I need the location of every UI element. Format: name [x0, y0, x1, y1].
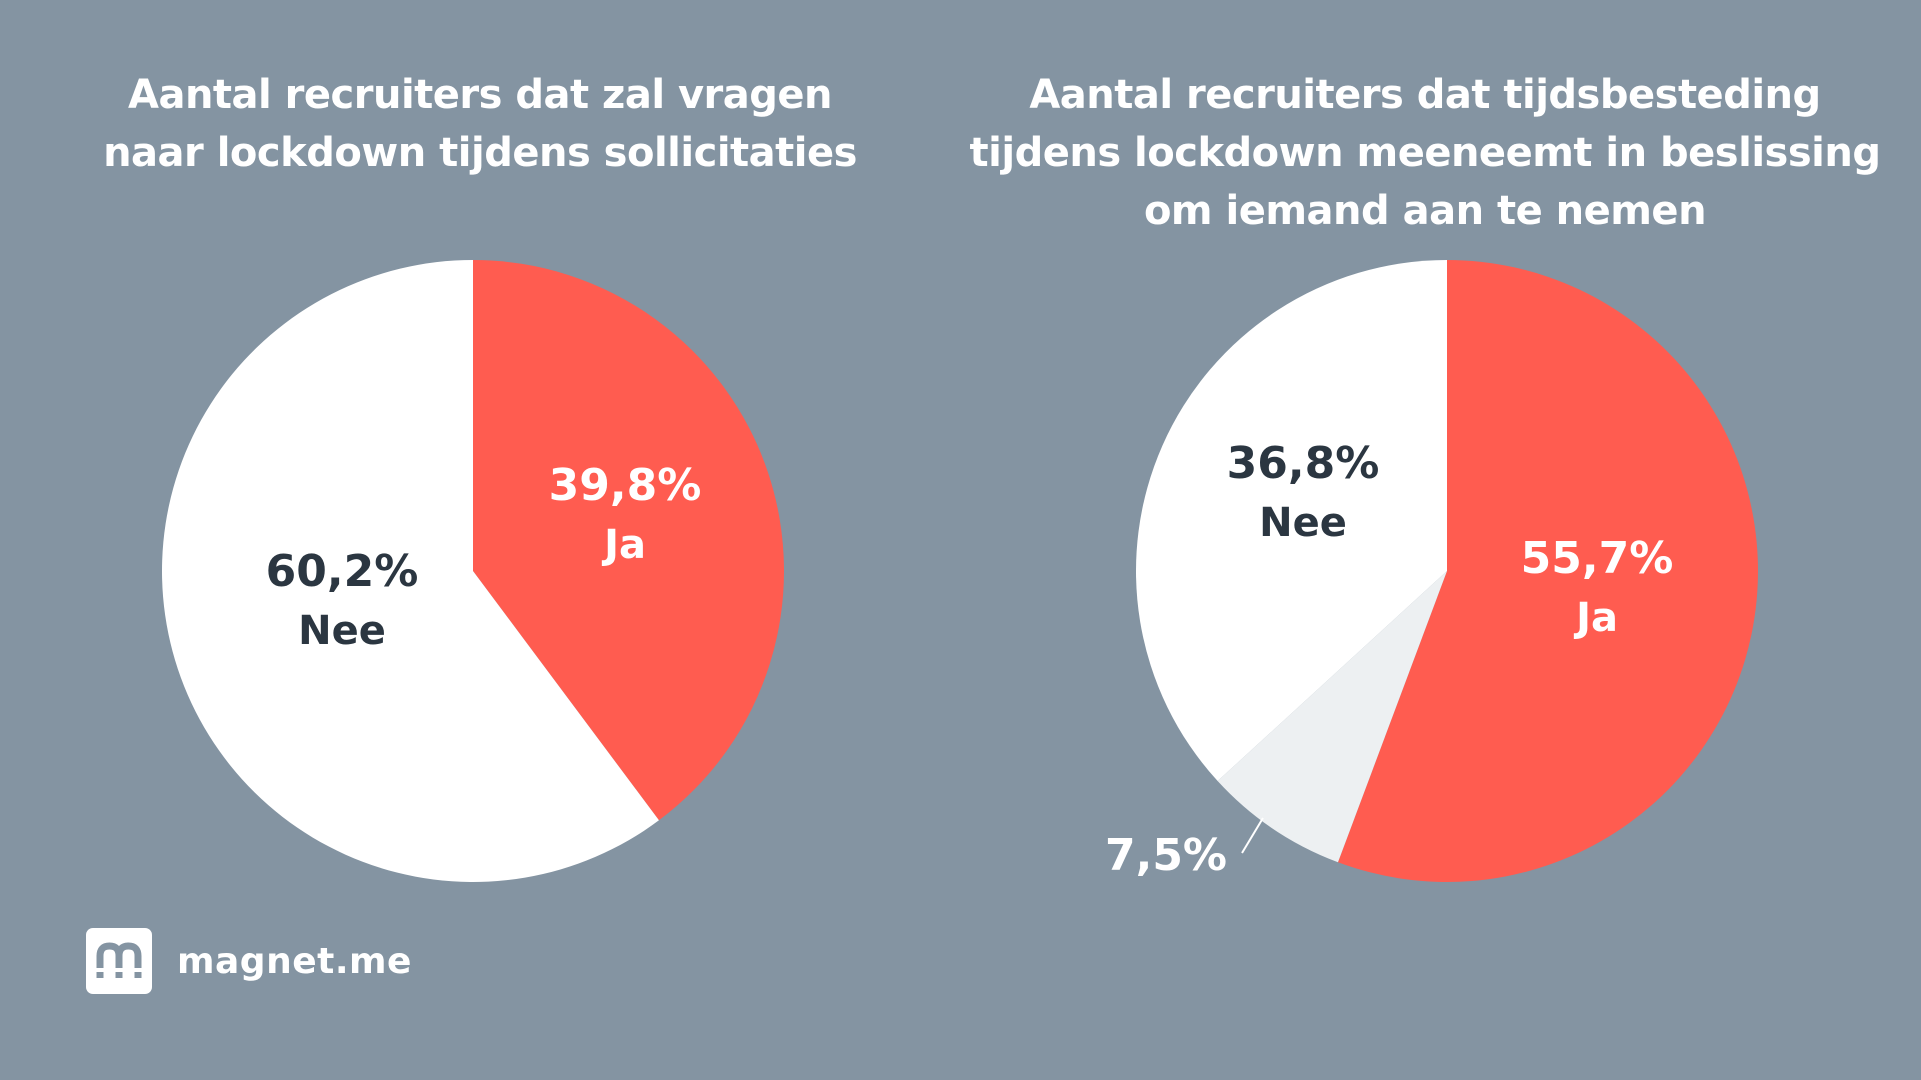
pie-slice-ja: [473, 260, 784, 821]
brand-logo: magnet.me: [86, 928, 412, 994]
title-line: Aantal recruiters dat tijdsbesteding: [1029, 72, 1821, 118]
slice-category-label: Nee: [1259, 500, 1347, 546]
title-line: om iemand aan te nemen: [1143, 188, 1707, 234]
leader-line: [1241, 817, 1264, 854]
title-line: Aantal recruiters dat zal vragen: [128, 72, 832, 118]
slice-value-label: 39,8%: [549, 460, 702, 511]
title-line: tijdens lockdown meeneemt in beslissing: [969, 130, 1881, 176]
slice-value-label: 36,8%: [1227, 438, 1380, 489]
slice-category-label: Ja: [1573, 595, 1618, 641]
chart-title-left: Aantal recruiters dat zal vragen naar lo…: [70, 66, 890, 182]
pie-slice-nee: [1136, 260, 1447, 782]
chart-title-right: Aantal recruiters dat tijdsbesteding tij…: [960, 66, 1890, 240]
slice-category-label: Ja: [601, 522, 646, 568]
slice-value-label: 55,7%: [1521, 533, 1674, 584]
brand-name: magnet.me: [177, 940, 412, 982]
pie-slice-overig: [1217, 571, 1447, 863]
title-line: naar lockdown tijdens sollicitaties: [103, 130, 857, 176]
slice-value-label: 7,5%: [1105, 830, 1227, 881]
pie-slice-ja: [1337, 260, 1759, 882]
magnet-logo-icon: [86, 928, 152, 994]
slice-value-label: 60,2%: [266, 546, 419, 597]
pie-slice-nee: [161, 260, 659, 882]
slice-category-label: Nee: [298, 608, 386, 654]
